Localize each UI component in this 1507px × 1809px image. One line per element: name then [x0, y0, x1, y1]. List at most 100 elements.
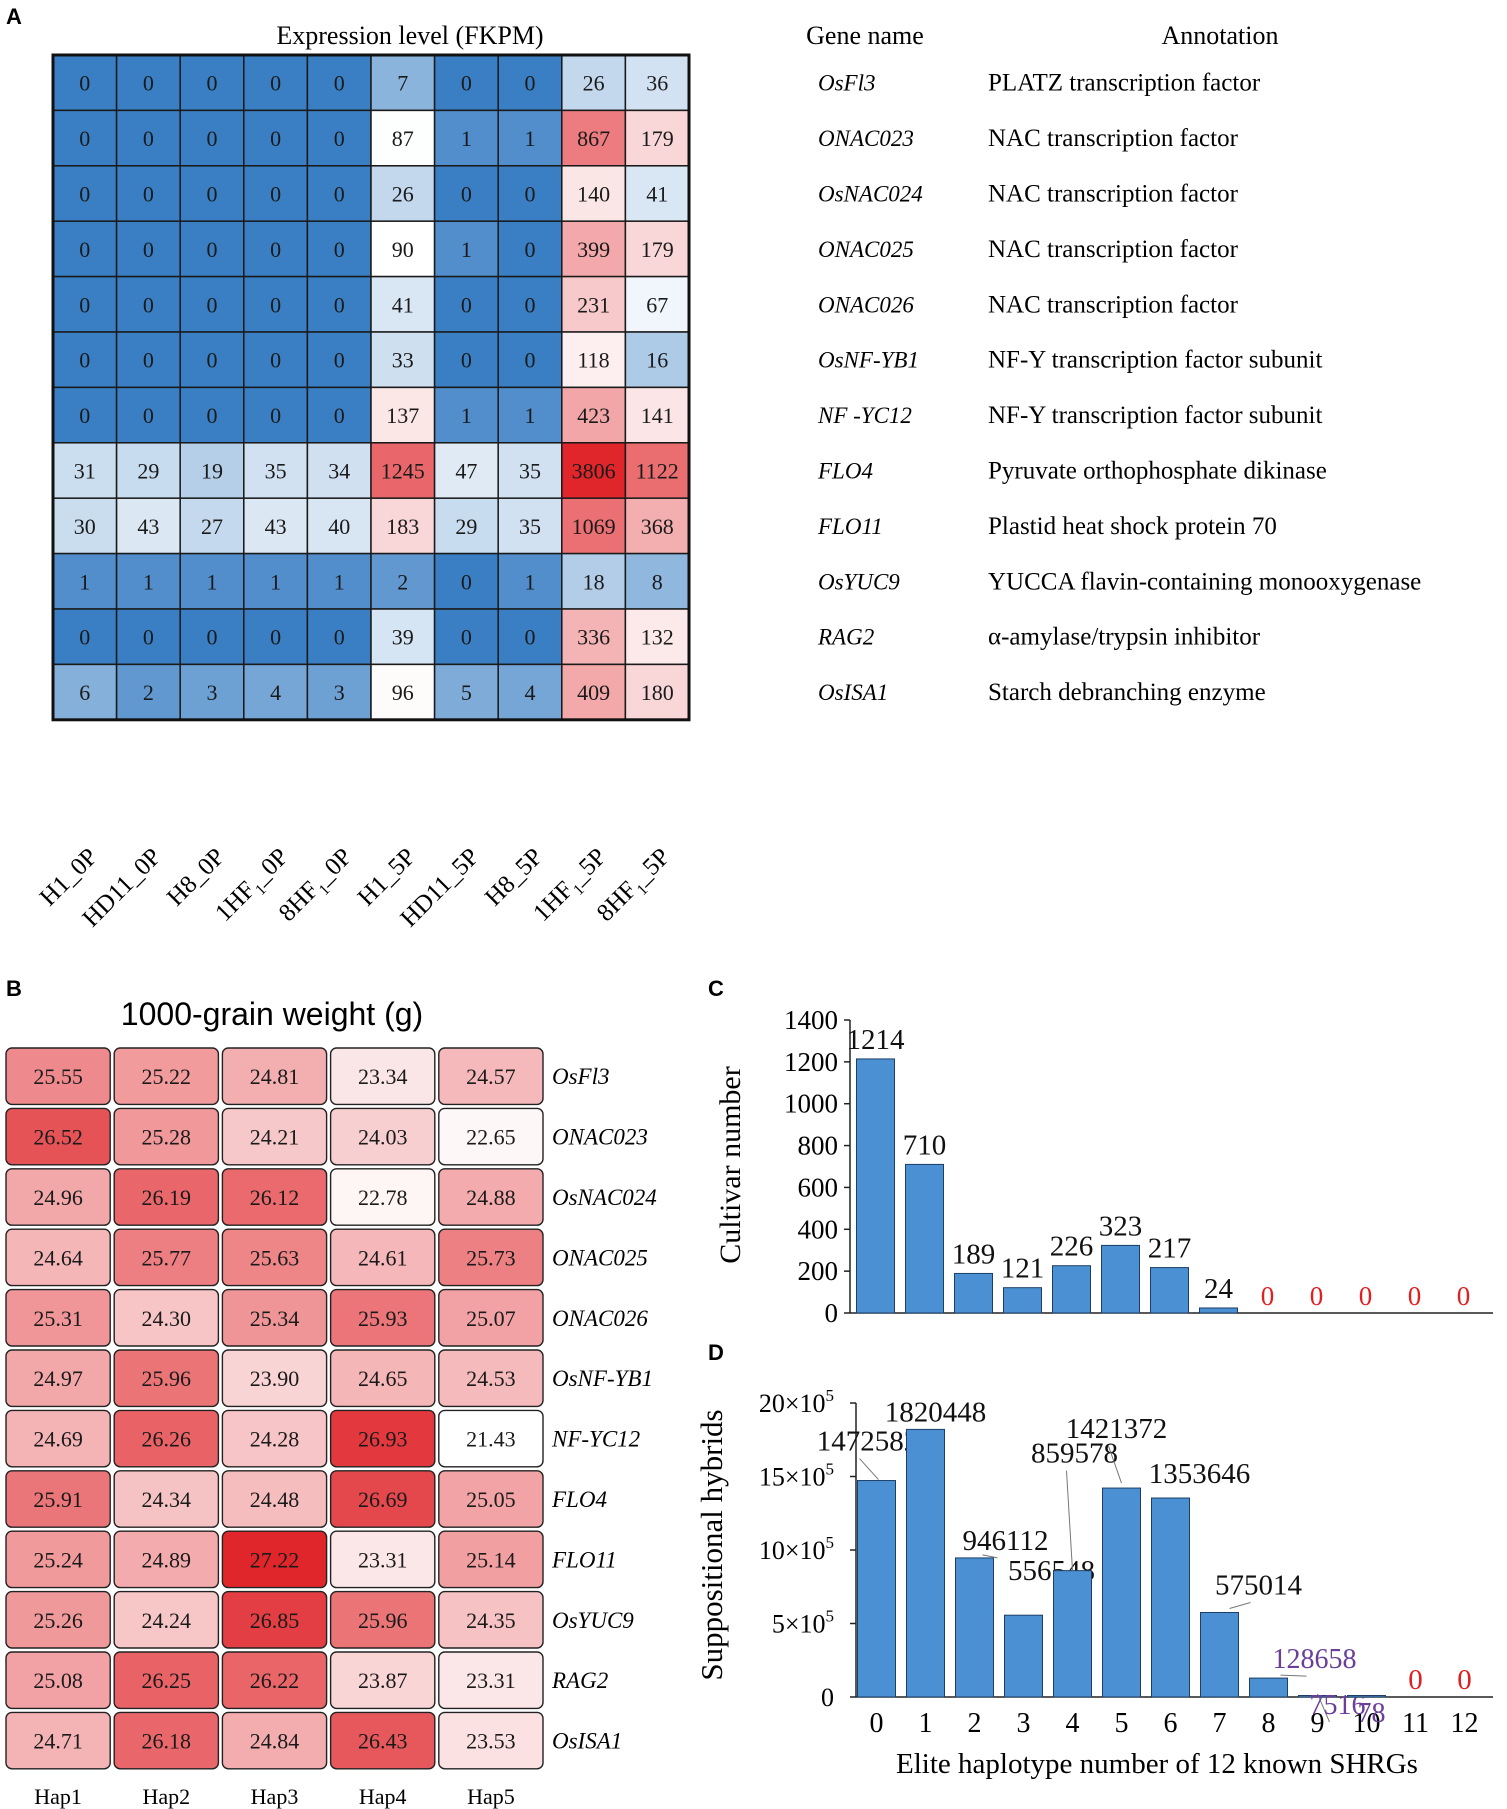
heatmap-cell [306, 663, 372, 721]
grain-weight-value: 26.25 [142, 1668, 192, 1693]
heatmap-value: 47 [455, 459, 477, 484]
gene-name-label: OsYUC9 [818, 569, 900, 594]
heatmap-cell [306, 331, 372, 389]
bar-value-label: 217 [1148, 1233, 1192, 1265]
grain-weight-value: 24.28 [250, 1427, 300, 1452]
grain-weight-cell [221, 1409, 328, 1468]
heatmap-cell [497, 275, 563, 333]
grain-weight-cell [329, 1288, 436, 1347]
leader-line [1066, 1470, 1073, 1571]
heatmap-value: 0 [334, 126, 345, 151]
bar-value-label: 1472582 [817, 1426, 919, 1458]
column-label-main: 8HF [274, 876, 325, 927]
grain-weight-cell [329, 1047, 436, 1106]
grain-weight-cell [221, 1590, 328, 1649]
heatmap-cell [370, 275, 436, 333]
grain-weight-cell [438, 1590, 544, 1649]
grain-weight-value: 25.34 [250, 1306, 300, 1331]
heatmap-value: 179 [641, 237, 674, 262]
bar [1053, 1570, 1092, 1698]
y-tick-label: 1200 [784, 1047, 838, 1077]
bar [1102, 1487, 1141, 1698]
annotation-label: NAC transcription factor [988, 125, 1239, 152]
column-label-tail: _0P [247, 843, 294, 890]
heatmap-value: 0 [207, 403, 218, 428]
heatmap-cell [370, 663, 436, 721]
heatmap-value: 0 [79, 292, 90, 317]
heatmap-value: 1 [461, 126, 472, 151]
heatmap-value: 33 [392, 348, 414, 373]
heatmap-value: 0 [525, 237, 536, 262]
bar-value-label: 1820448 [885, 1396, 987, 1428]
grain-weight-cell [113, 1409, 220, 1468]
heatmap-value: 0 [143, 625, 154, 650]
grain-weight-value: 25.26 [33, 1608, 83, 1633]
heatmap-value: 27 [201, 514, 223, 539]
grain-weight-cell [113, 1349, 220, 1408]
panel-letter-b: B [6, 976, 22, 1001]
bar-value-label: 1421372 [1066, 1413, 1168, 1445]
heatmap-cell [497, 109, 563, 167]
heatmap-value: 0 [334, 182, 345, 207]
grain-weight-cell [221, 1349, 328, 1408]
heatmap-value: 132 [641, 625, 674, 650]
x-tick-label: 8 [1262, 1708, 1276, 1739]
bar-value-label: 946112 [963, 1525, 1049, 1557]
heatmap-cell [561, 552, 627, 610]
grain-weight-cell [113, 1711, 220, 1770]
grain-weight-value: 24.88 [466, 1185, 516, 1210]
heatmap-value: 0 [143, 292, 154, 317]
x-tick-label: 3 [1017, 1708, 1031, 1739]
heatmap-value: 29 [455, 514, 477, 539]
heatmap-value: 0 [334, 403, 345, 428]
heatmap-value: 0 [334, 348, 345, 373]
grain-weight-value: 24.53 [466, 1366, 516, 1391]
heatmap-value: 8 [652, 569, 663, 594]
heatmap-value: 0 [270, 126, 281, 151]
y-tick-label: 10×105 [759, 1533, 834, 1565]
bar [857, 1480, 896, 1698]
grain-weight-cell [438, 1530, 544, 1589]
gene-name-label: OsISA1 [818, 680, 888, 705]
grain-weight-value: 24.57 [466, 1064, 516, 1089]
heatmap-cell [433, 220, 499, 278]
grain-weight-cell [5, 1228, 111, 1287]
heatmap-value: 336 [577, 625, 610, 650]
heatmap-cell [497, 552, 563, 610]
leader-line [982, 1554, 998, 1559]
heatmap-cell [624, 386, 690, 444]
heatmap-value: 0 [525, 71, 536, 96]
y-tick-label: 1400 [784, 1005, 838, 1035]
bar-value-label: 24 [1204, 1273, 1234, 1305]
annotation-header: Annotation [1162, 21, 1279, 50]
heatmap-value: 0 [525, 348, 536, 373]
gene-name-label: OsFl3 [818, 71, 876, 96]
grain-weight-cell [438, 1047, 544, 1106]
gene-name-label: OsNAC024 [552, 1185, 657, 1210]
heatmap-cell [243, 608, 309, 666]
heatmap-cell [624, 608, 690, 666]
heatmap-cell [497, 386, 563, 444]
heatmap-value: 0 [143, 182, 154, 207]
y-tick-label: 5×105 [772, 1607, 834, 1639]
annotation-label: α-amylase/trypsin inhibitor [988, 624, 1261, 651]
y-tick-exponent: 5 [826, 1607, 835, 1626]
heatmap-value: 30 [74, 514, 96, 539]
heatmap-cell [243, 442, 309, 499]
heatmap-value: 18 [583, 569, 605, 594]
y-tick-base: 20×10 [759, 1389, 826, 1418]
grain-weight-value: 23.31 [358, 1547, 408, 1572]
grain-weight-heatmap: 25.55 25.22 24.81 23.34 24.57 OsFl3 26.52 25.28… [5, 1047, 657, 1809]
bar-value-label: 575014 [1215, 1569, 1303, 1601]
y-axis-label: Suppositional hybrids [694, 1409, 729, 1680]
heatmap-cell [433, 608, 499, 666]
grain-weight-cell [113, 1530, 220, 1589]
grain-weight-value: 25.96 [358, 1608, 408, 1633]
gene-name-label: FLO4 [817, 459, 873, 484]
grain-weight-value: 22.78 [358, 1185, 408, 1210]
heatmap-value: 3 [334, 680, 345, 705]
heatmap-value: 0 [207, 182, 218, 207]
bar [1199, 1307, 1238, 1314]
heatmap-value: 4 [270, 680, 281, 705]
grain-weight-value: 25.05 [466, 1487, 516, 1512]
